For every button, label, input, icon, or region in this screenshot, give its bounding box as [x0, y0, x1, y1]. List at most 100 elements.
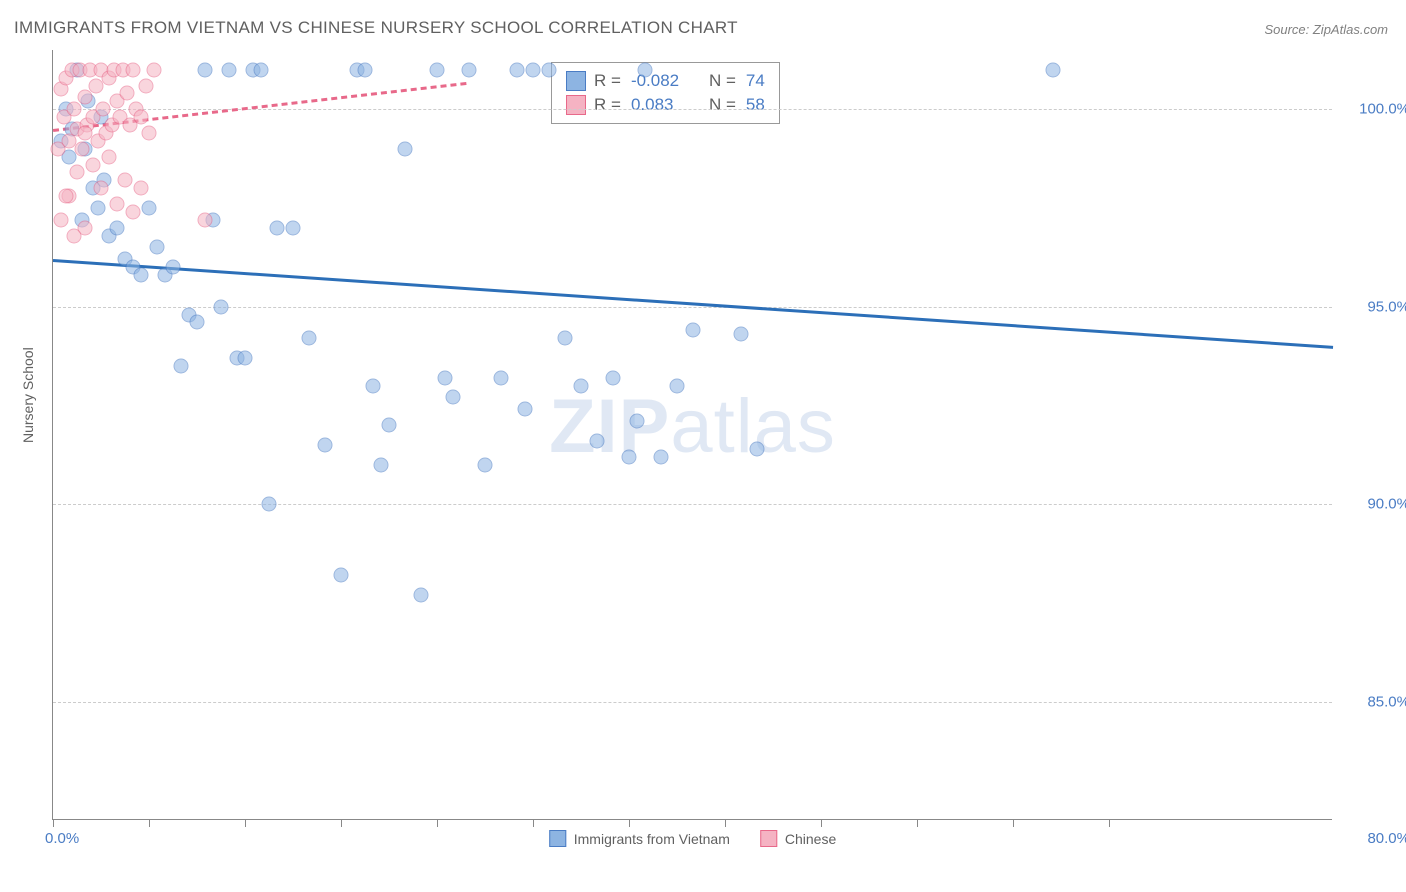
- scatter-point: [66, 102, 81, 117]
- x-tick: [149, 819, 150, 827]
- grid-line: [53, 702, 1332, 703]
- scatter-point: [382, 418, 397, 433]
- watermark: ZIPatlas: [549, 382, 836, 469]
- scatter-point: [542, 62, 557, 77]
- scatter-point: [734, 327, 749, 342]
- scatter-point: [606, 370, 621, 385]
- legend-swatch: [566, 71, 586, 91]
- scatter-point: [166, 260, 181, 275]
- scatter-point: [1046, 62, 1061, 77]
- x-tick: [533, 819, 534, 827]
- scatter-point: [90, 200, 105, 215]
- scatter-point: [95, 102, 110, 117]
- scatter-point: [334, 568, 349, 583]
- scatter-point: [438, 370, 453, 385]
- y-tick-label: 90.0%: [1367, 496, 1406, 513]
- chart-title: IMMIGRANTS FROM VIETNAM VS CHINESE NURSE…: [14, 18, 738, 38]
- scatter-point: [414, 587, 429, 602]
- y-axis-label: Nursery School: [20, 347, 36, 443]
- legend-n-label: N =: [709, 71, 736, 91]
- scatter-point: [254, 62, 269, 77]
- legend-swatch: [549, 830, 566, 847]
- scatter-point: [198, 62, 213, 77]
- scatter-point: [94, 181, 109, 196]
- x-tick: [629, 819, 630, 827]
- scatter-point: [119, 86, 134, 101]
- scatter-point: [654, 449, 669, 464]
- plot-area: ZIPatlas 0.0% 80.0% R =-0.082N =74R = 0.…: [52, 50, 1332, 820]
- legend-label: Chinese: [785, 831, 836, 847]
- scatter-point: [494, 370, 509, 385]
- scatter-point: [630, 414, 645, 429]
- legend-item: Immigrants from Vietnam: [549, 830, 730, 847]
- y-tick-label: 100.0%: [1359, 101, 1406, 118]
- scatter-point: [238, 351, 253, 366]
- scatter-point: [510, 62, 525, 77]
- x-tick: [53, 819, 54, 827]
- legend-swatch: [760, 830, 777, 847]
- scatter-point: [110, 220, 125, 235]
- scatter-point: [358, 62, 373, 77]
- scatter-point: [126, 62, 141, 77]
- source-attribution: Source: ZipAtlas.com: [1264, 22, 1388, 37]
- scatter-point: [58, 189, 73, 204]
- x-tick: [341, 819, 342, 827]
- x-axis-start-label: 0.0%: [45, 830, 79, 847]
- legend-row: R = 0.083N =58: [566, 93, 765, 117]
- scatter-point: [190, 315, 205, 330]
- legend-n-label: N =: [709, 95, 736, 115]
- legend-item: Chinese: [760, 830, 836, 847]
- scatter-point: [74, 141, 89, 156]
- x-tick: [725, 819, 726, 827]
- scatter-point: [526, 62, 541, 77]
- scatter-point: [478, 457, 493, 472]
- grid-line: [53, 504, 1332, 505]
- scatter-point: [110, 197, 125, 212]
- scatter-point: [86, 157, 101, 172]
- legend-swatch: [566, 95, 586, 115]
- scatter-point: [398, 141, 413, 156]
- legend-n-value: 74: [746, 71, 765, 91]
- legend-row: R =-0.082N =74: [566, 69, 765, 93]
- scatter-point: [670, 378, 685, 393]
- scatter-point: [222, 62, 237, 77]
- x-tick: [1109, 819, 1110, 827]
- scatter-point: [142, 200, 157, 215]
- scatter-point: [134, 181, 149, 196]
- x-tick: [821, 819, 822, 827]
- statistics-legend: R =-0.082N =74R = 0.083N =58: [551, 62, 780, 124]
- legend-r-value: 0.083: [631, 95, 691, 115]
- scatter-point: [78, 90, 93, 105]
- scatter-point: [214, 299, 229, 314]
- y-tick-label: 95.0%: [1367, 298, 1406, 315]
- legend-r-label: R =: [594, 95, 621, 115]
- scatter-point: [66, 228, 81, 243]
- scatter-point: [286, 220, 301, 235]
- scatter-point: [366, 378, 381, 393]
- grid-line: [53, 307, 1332, 308]
- scatter-point: [118, 173, 133, 188]
- scatter-point: [270, 220, 285, 235]
- scatter-point: [318, 437, 333, 452]
- scatter-point: [574, 378, 589, 393]
- scatter-point: [446, 390, 461, 405]
- scatter-point: [686, 323, 701, 338]
- scatter-point: [590, 433, 605, 448]
- scatter-point: [102, 149, 117, 164]
- x-tick: [437, 819, 438, 827]
- scatter-point: [126, 204, 141, 219]
- scatter-point: [638, 62, 653, 77]
- scatter-point: [146, 62, 161, 77]
- x-tick: [1013, 819, 1014, 827]
- scatter-point: [70, 165, 85, 180]
- scatter-point: [462, 62, 477, 77]
- scatter-point: [302, 331, 317, 346]
- series-legend: Immigrants from Vietnam Chinese: [549, 830, 837, 847]
- scatter-point: [134, 268, 149, 283]
- scatter-point: [262, 497, 277, 512]
- chart-container: IMMIGRANTS FROM VIETNAM VS CHINESE NURSE…: [0, 0, 1406, 892]
- x-axis-end-label: 80.0%: [1367, 830, 1406, 847]
- scatter-point: [558, 331, 573, 346]
- scatter-point: [430, 62, 445, 77]
- scatter-point: [78, 125, 93, 140]
